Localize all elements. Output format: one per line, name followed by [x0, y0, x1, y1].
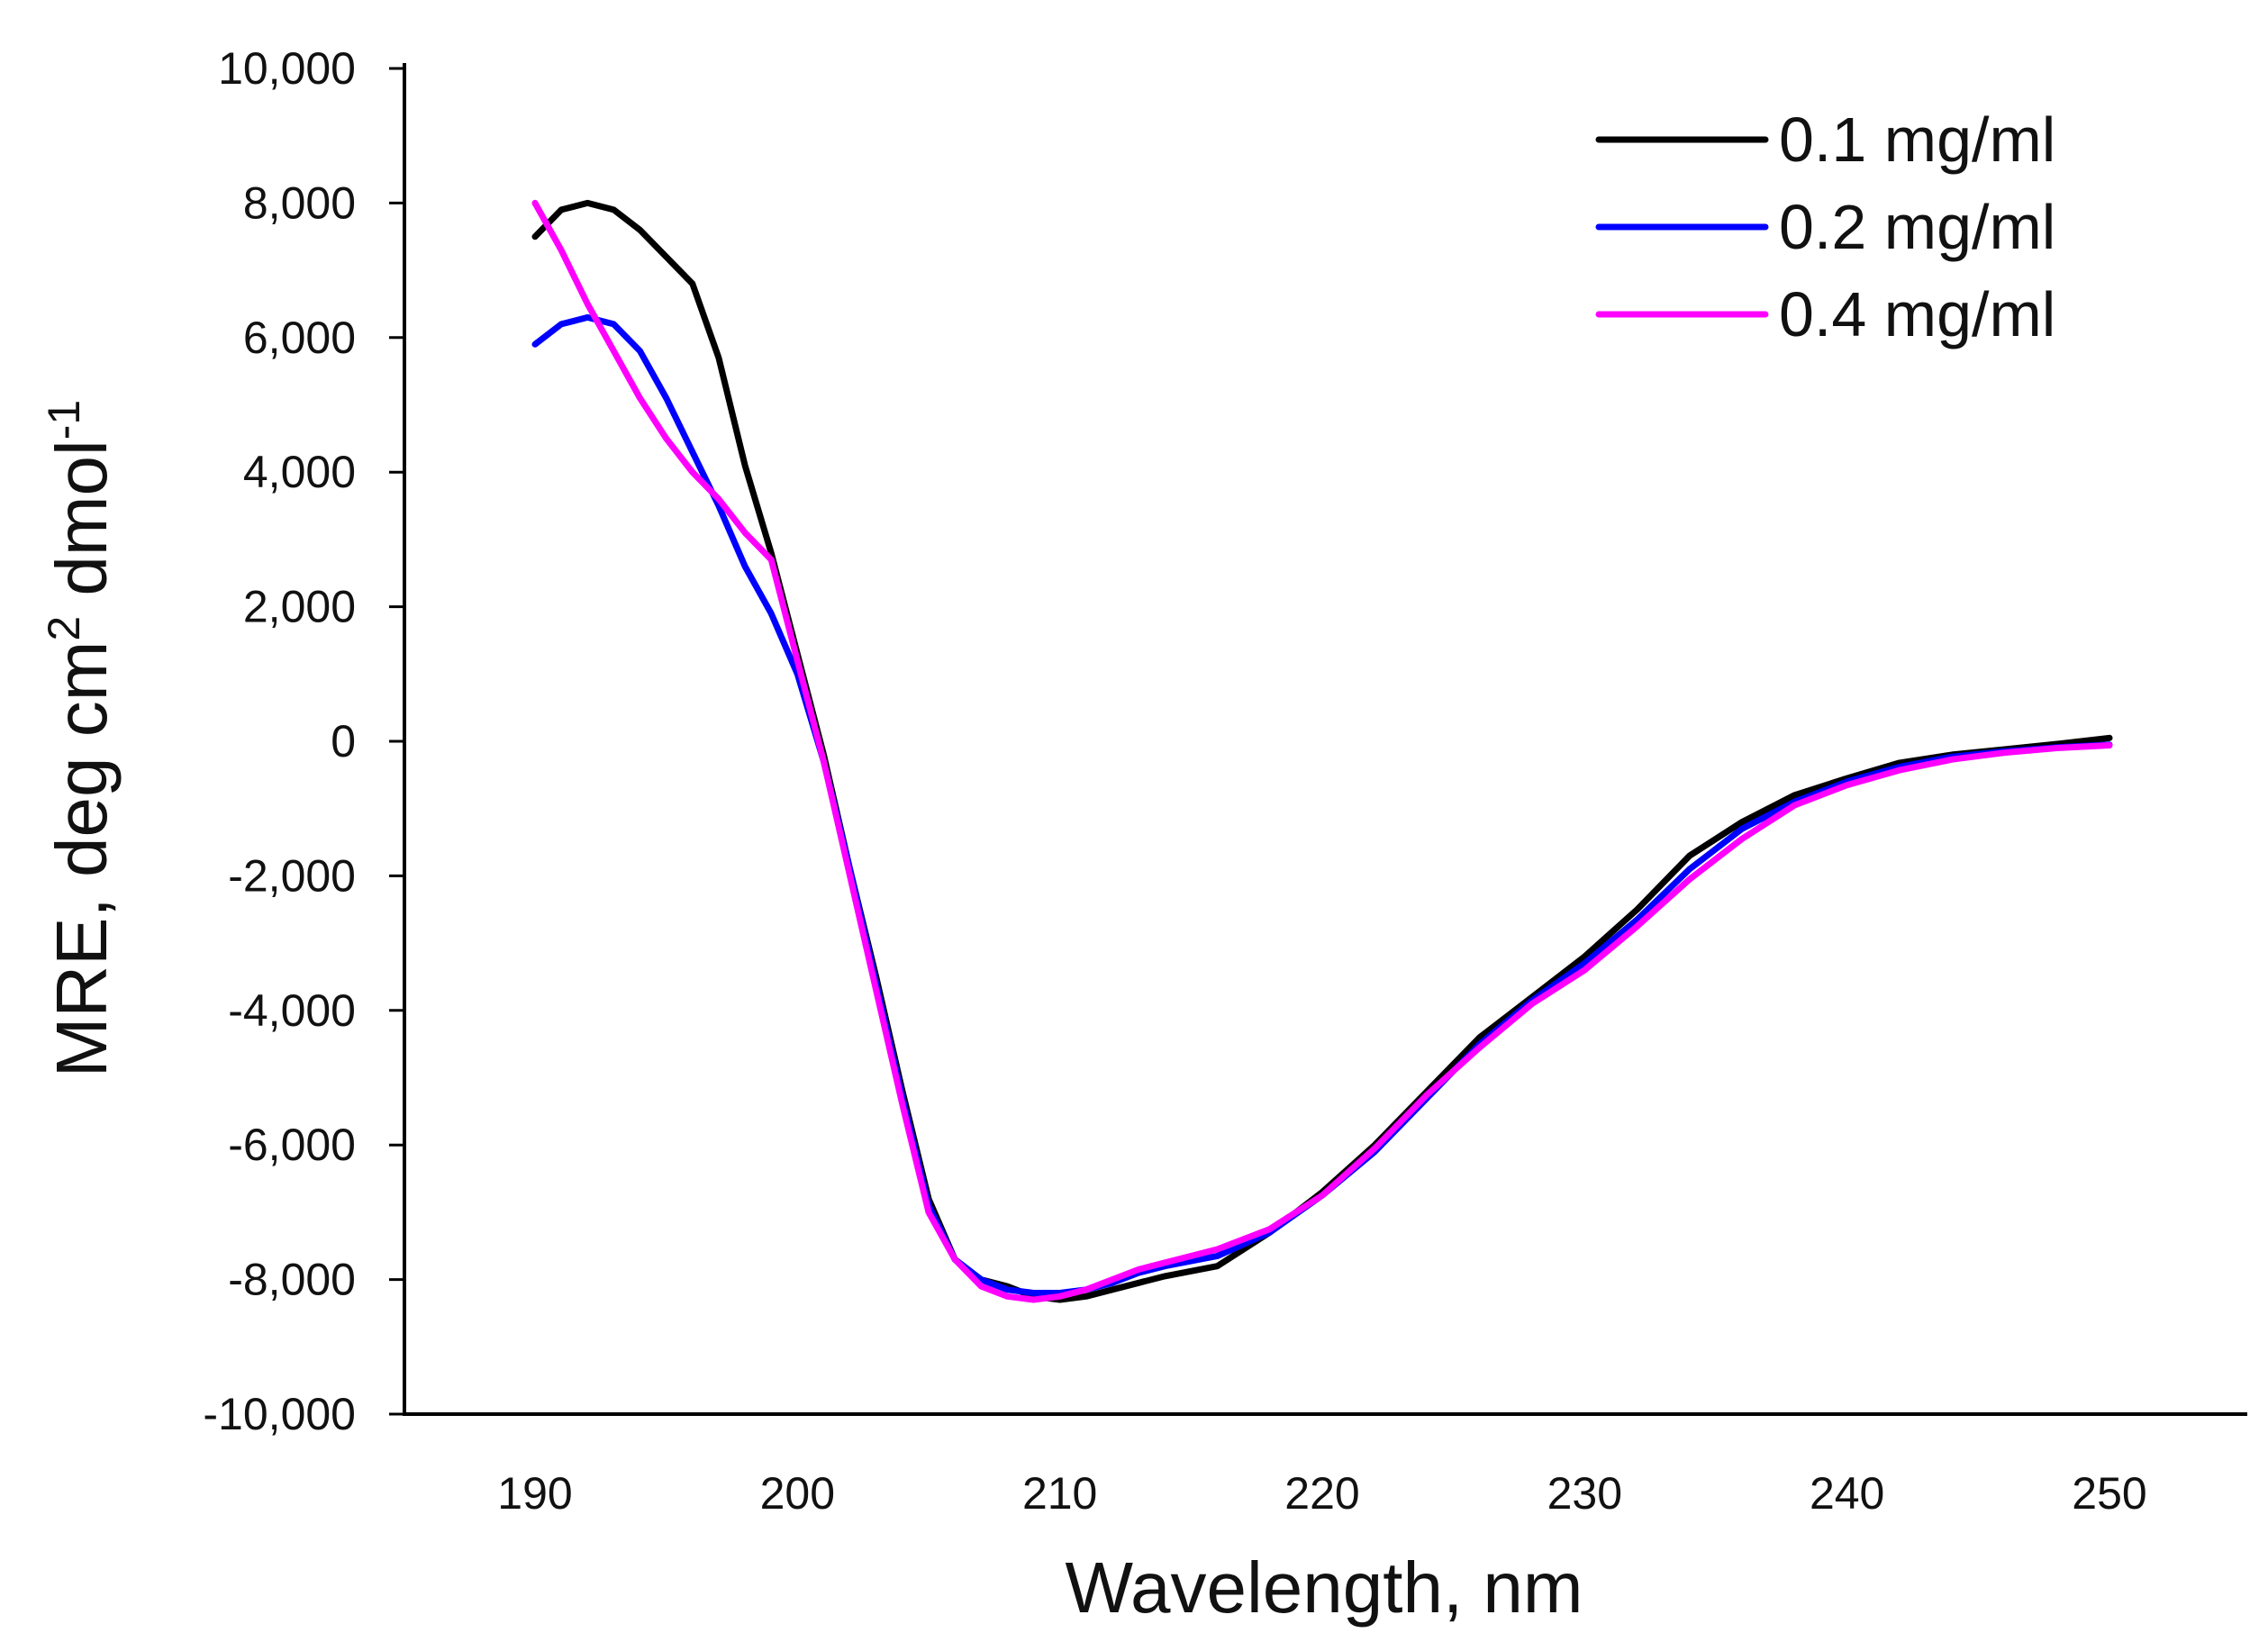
y-axis-title-sup-2: 2 — [39, 616, 89, 641]
y-tick-label: 8,000 — [243, 177, 356, 228]
x-axis-title: Wavelength, nm — [1065, 1547, 1583, 1628]
y-axis-title: MRE, deg cm2 dmol-1 — [39, 400, 122, 1077]
series-line-1 — [531, 199, 2113, 1303]
series-line-3 — [531, 199, 2113, 1303]
y-axis-title-sup-minus-1: -1 — [39, 400, 89, 440]
x-tick-label: 210 — [1022, 1468, 1097, 1519]
x-tick-label: 240 — [1810, 1468, 1884, 1519]
y-tick-label: -4,000 — [228, 985, 356, 1036]
x-tick-label: 250 — [2072, 1468, 2146, 1519]
plot-area: 10,000 8,000 6,000 4,000 2,000 0 -2,000 -4,000 -… — [203, 43, 2247, 1519]
x-axis-ticks: 190 200 210 220 230 240 250 — [497, 1468, 2146, 1519]
series-lines — [531, 199, 2113, 1303]
legend: 0.1 mg/ml 0.2 mg/ml 0.4 mg/ml — [1595, 104, 2055, 349]
y-tick-label: 2,000 — [243, 582, 356, 632]
x-tick-label: 190 — [497, 1468, 572, 1519]
legend-label: 0.4 mg/ml — [1779, 279, 2055, 349]
y-tick-label: -6,000 — [228, 1120, 356, 1170]
y-tick-label: 10,000 — [218, 43, 356, 94]
series-line-2 — [531, 313, 2113, 1296]
y-tick-label: -10,000 — [203, 1389, 356, 1439]
y-tick-label: -2,000 — [228, 850, 356, 901]
y-axis-title-mid: dmol — [41, 440, 122, 616]
y-axis-ticks: 10,000 8,000 6,000 4,000 2,000 0 -2,000 -4,000 -… — [203, 43, 404, 1439]
y-tick-label: 0 — [331, 716, 356, 767]
y-tick-label: 4,000 — [243, 447, 356, 497]
x-tick-label: 230 — [1547, 1468, 1622, 1519]
x-tick-label: 220 — [1284, 1468, 1359, 1519]
x-tick-label: 200 — [760, 1468, 835, 1519]
legend-label: 0.1 mg/ml — [1779, 104, 2055, 175]
y-tick-label: 6,000 — [243, 313, 356, 363]
y-axis-title-main: MRE, deg cm — [41, 641, 122, 1078]
y-tick-label: -8,000 — [228, 1255, 356, 1305]
legend-label: 0.2 mg/ml — [1779, 192, 2055, 262]
